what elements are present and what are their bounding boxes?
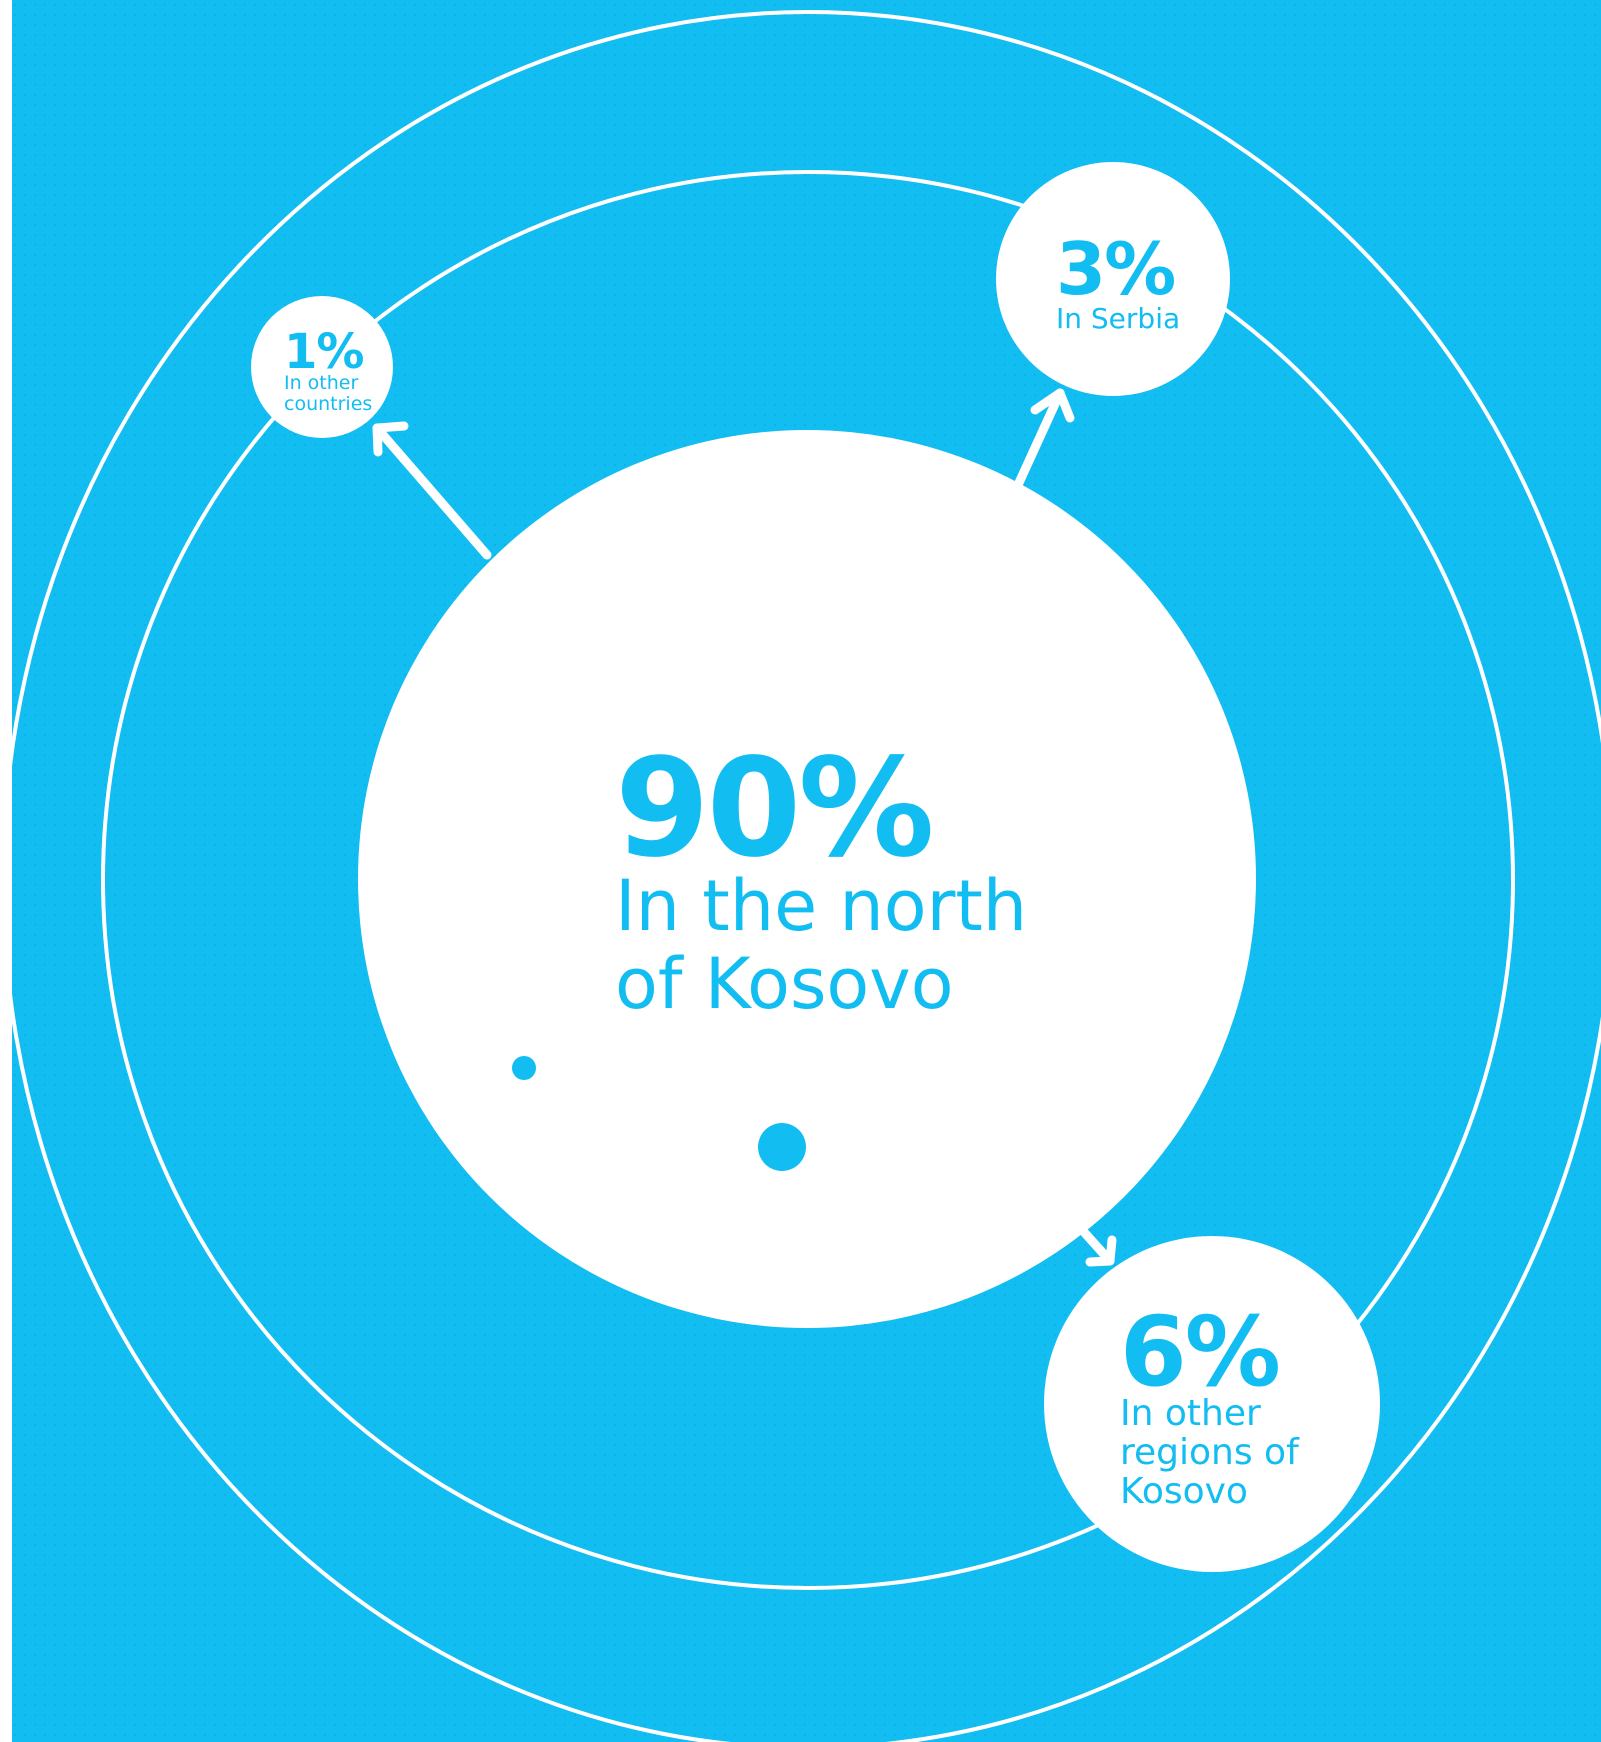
decor-dot-large — [758, 1123, 806, 1171]
inner-orbit-ring — [101, 170, 1515, 1590]
satellite-percent-other-regions: 6% — [1120, 1296, 1279, 1408]
satellite-label-other-countries-line1: In other — [284, 372, 358, 394]
decor-dot-small — [512, 1056, 536, 1080]
satellite-label-other-countries-line2: countries — [284, 393, 372, 415]
satellite-percent-other-countries: 1% — [284, 324, 364, 380]
main-percent: 90% — [615, 730, 932, 888]
arrow-to-other-countries — [372, 421, 492, 560]
main-circle — [358, 430, 1256, 1328]
satellite-circle-other-countries — [251, 296, 393, 438]
satellite-circle-serbia — [996, 162, 1230, 396]
satellite-label-other-regions-line3: Kosovo — [1120, 1471, 1248, 1512]
satellite-circle-other-regions — [1044, 1236, 1380, 1572]
satellite-label-other-regions-line2: regions of — [1120, 1432, 1300, 1473]
satellite-label-other-regions-line1: In other — [1120, 1393, 1261, 1434]
satellite-percent-serbia: 3% — [1056, 227, 1174, 311]
outer-orbit-ring — [1, 10, 1601, 1742]
main-label-line2: of Kosovo — [615, 943, 954, 1025]
satellite-label-serbia: In Serbia — [1056, 302, 1180, 335]
arrow-to-serbia — [1013, 388, 1075, 490]
main-label-line1: In the north — [615, 865, 1027, 947]
